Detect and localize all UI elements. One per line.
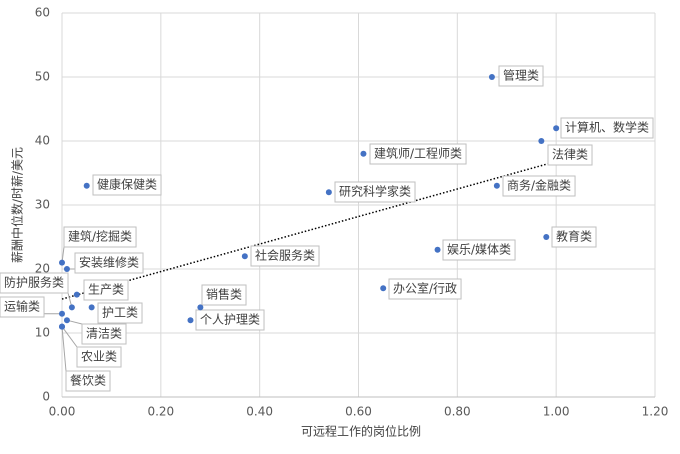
y-tick-label: 50	[35, 70, 50, 84]
label-box	[97, 302, 143, 324]
point	[68, 304, 75, 311]
point	[553, 125, 560, 132]
x-tick-label: 0.00	[49, 405, 76, 419]
point-label: 教育类	[556, 229, 592, 244]
x-tick-label: 0.20	[147, 405, 174, 419]
x-tick-label: 0.80	[444, 405, 471, 419]
y-axis-label: 薪酬中位数/时薪/美元	[10, 147, 25, 263]
y-tick-label: 10	[35, 326, 50, 340]
point-label: 生产类	[88, 283, 124, 297]
point-label: 办公室/行政	[393, 281, 457, 296]
label-box	[560, 117, 654, 139]
point	[83, 182, 90, 189]
point-label: 清洁类	[86, 327, 122, 341]
point	[380, 285, 387, 292]
point	[73, 291, 80, 298]
label-box	[442, 239, 516, 261]
label-box	[201, 284, 247, 306]
point-label: 销售类	[206, 287, 242, 302]
point	[88, 304, 95, 311]
point-label: 建筑/挖掘类	[68, 229, 132, 244]
y-tick-label: 0	[42, 390, 50, 404]
point-label: 运输类	[4, 299, 40, 314]
point-label: 安装维修类	[79, 255, 139, 270]
label-box	[0, 272, 69, 294]
label-box	[250, 245, 320, 267]
label-box	[81, 323, 127, 345]
point-label: 社会服务类	[255, 248, 315, 263]
point-label: 法律类	[552, 148, 588, 162]
label-box	[388, 278, 462, 300]
label-box	[551, 226, 597, 248]
label-box	[369, 143, 467, 165]
point-label: 计算机、数学类	[565, 120, 649, 135]
label-box	[63, 226, 137, 248]
label-box	[502, 175, 576, 197]
x-tick-label: 1.00	[543, 405, 570, 419]
point	[543, 234, 550, 240]
point	[360, 150, 367, 157]
x-tick-label: 0.60	[345, 405, 372, 419]
point-label: 个人护理类	[200, 313, 260, 327]
y-tick-label: 40	[35, 134, 50, 148]
y-tick-label: 30	[35, 198, 50, 212]
y-tick-label: 20	[35, 262, 50, 276]
label-box	[83, 279, 129, 301]
point	[325, 189, 332, 196]
point	[187, 317, 194, 324]
point-label: 商务/金融类	[507, 178, 571, 193]
point	[197, 304, 204, 311]
leader-line	[61, 326, 78, 348]
label-box	[92, 174, 162, 196]
label-box	[0, 296, 45, 318]
label-box	[498, 65, 544, 87]
x-axis-label: 可远程工作的岗位比例	[301, 424, 421, 439]
point	[241, 253, 248, 260]
point	[63, 266, 70, 272]
point	[538, 138, 545, 144]
point-label: 健康保健类	[97, 177, 157, 192]
point-label: 餐饮类	[70, 373, 106, 388]
point	[488, 74, 495, 80]
label-box	[195, 309, 265, 331]
label-box	[74, 252, 144, 274]
label-box	[65, 370, 111, 392]
point-label: 研究科学家类	[339, 184, 411, 199]
point	[59, 323, 65, 330]
point-label: 农业类	[81, 350, 117, 364]
x-tick-label: 0.40	[246, 405, 273, 419]
leader-line	[61, 326, 67, 372]
x-tick-label: 1.20	[642, 405, 669, 419]
point	[59, 310, 65, 317]
trendline	[61, 160, 557, 300]
point-label: 护工类	[102, 306, 138, 320]
label-box	[547, 144, 593, 166]
point	[493, 182, 500, 189]
point-label: 建筑师/工程师类	[374, 146, 462, 161]
point	[434, 246, 441, 253]
point-label: 防护服务类	[4, 275, 64, 290]
point	[63, 317, 70, 324]
point	[59, 259, 65, 266]
point-label: 娱乐/媒体类	[447, 243, 511, 257]
y-tick-label: 60	[35, 6, 50, 20]
label-box	[76, 346, 122, 368]
point-label: 管理类	[503, 68, 539, 83]
label-box	[334, 181, 416, 203]
